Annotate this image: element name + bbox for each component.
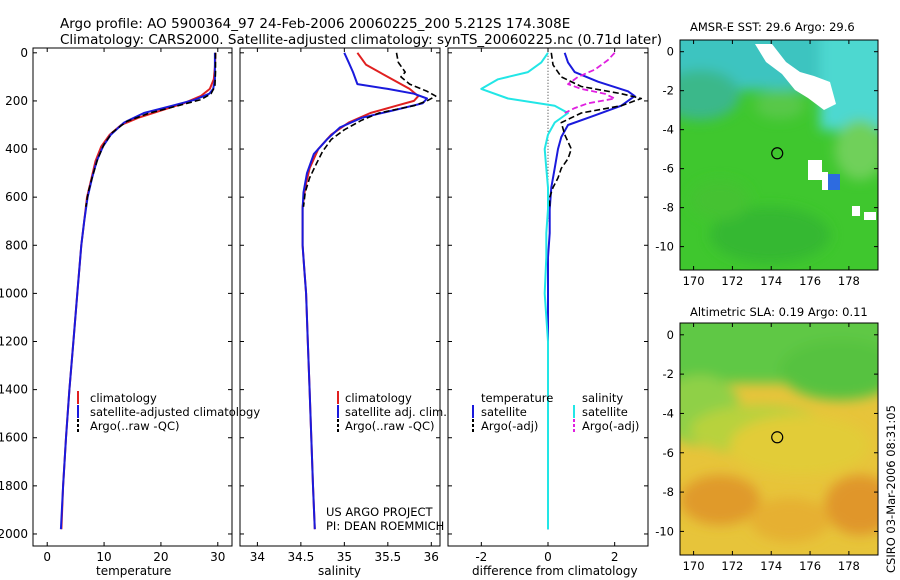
figure-title-line2: Climatology: CARS2000. Satellite-adjuste… — [60, 32, 662, 48]
series-line-satellite-adjusted-climatology — [59, 52, 216, 530]
x-tick-label: 35 — [337, 550, 352, 564]
depth-tick-label: 400 — [5, 142, 28, 156]
difference-series-group — [480, 52, 643, 530]
temperature-axis-label: temperature — [96, 564, 171, 578]
depth-tick-label: 1800 — [0, 479, 28, 493]
map-y-tick-label: -6 — [663, 446, 674, 460]
x-tick-label: 0 — [43, 550, 51, 564]
axes-group: 0 10 20 30 34 34.5 35 35.5 36 -2 0 2 — [33, 48, 648, 564]
salinity-panel-frame — [239, 47, 441, 547]
depth-tick-label: 1200 — [0, 335, 28, 349]
map-y-tick-label: -4 — [663, 123, 674, 137]
sst-map-axes: 170 172 174 176 178 0 -2 -4 -6 -8 -10 — [655, 40, 878, 288]
map-x-tick-label: 170 — [683, 559, 705, 573]
salinity-legend: climatology satellite adj. clim. Argo(..… — [337, 391, 447, 433]
sla-map — [680, 323, 878, 555]
map-y-tick-label: -8 — [663, 485, 674, 499]
x-tick-label: 0 — [544, 550, 552, 564]
legend-label-climatology: climatology — [345, 391, 412, 405]
x-tick-label: 34 — [250, 550, 265, 564]
series-line-argo-raw-qc — [85, 52, 217, 207]
sla-map-title: Altimetric SLA: 0.19 Argo: 0.11 — [690, 305, 868, 319]
difference-axis-label: difference from climatology — [472, 564, 638, 578]
legend-label-argo: Argo(..raw -QC) — [90, 419, 180, 433]
temperature-series-group — [59, 52, 217, 530]
legend-label-sal-argo: Argo(-adj) — [582, 419, 639, 433]
map-y-tick-label: 0 — [667, 45, 674, 59]
map-y-tick-label: 0 — [667, 328, 674, 342]
map-y-tick-label: -6 — [663, 162, 674, 176]
x-tick-label: 2 — [611, 550, 619, 564]
map-x-tick-label: 178 — [838, 274, 860, 288]
x-tick-label: -2 — [475, 550, 487, 564]
salinity-axis-label: salinity — [318, 564, 361, 578]
depth-tick-label: 800 — [5, 238, 28, 252]
legend-label-satellite: satellite-adjusted climatology — [90, 405, 260, 419]
argo-position-marker — [771, 147, 784, 160]
depth-axis-labels: 0 200 400 600 800 1000 1200 1400 1600 1800 2000 — [0, 46, 28, 541]
series-line-temperature-argo-adj — [548, 52, 643, 207]
map-x-tick-label: 172 — [721, 274, 743, 288]
series-line-salinity-satellite — [480, 52, 569, 530]
legend-label-satellite: satellite adj. clim. — [345, 405, 447, 419]
x-tick-label: 34.5 — [288, 550, 315, 564]
sla-map-frame — [679, 322, 879, 556]
sst-map — [680, 40, 878, 270]
series-line-salinity-argo-adj — [564, 52, 616, 114]
series-line-climatology — [60, 52, 217, 530]
difference-legend: temperature satellite Argo(-adj) salinit… — [472, 391, 639, 433]
sst-map-frame — [679, 39, 879, 271]
legend-label-argo: Argo(..raw -QC) — [345, 419, 435, 433]
legend-label-temp-argo: Argo(-adj) — [481, 419, 538, 433]
depth-tick-label: 1400 — [0, 383, 28, 397]
credit-timestamp: CSIRO 03-Mar-2006 08:31:05 — [884, 405, 898, 573]
map-y-tick-label: -2 — [663, 367, 674, 381]
sst-map-title: AMSR-E SST: 29.6 Argo: 29.6 — [690, 20, 855, 34]
map-y-tick-label: -2 — [663, 84, 674, 98]
map-x-tick-label: 170 — [683, 274, 705, 288]
x-tick-label: 30 — [210, 550, 225, 564]
argo-position-marker — [771, 431, 784, 444]
map-y-tick-label: -10 — [655, 240, 674, 254]
map-x-tick-label: 176 — [799, 559, 821, 573]
depth-tick-label: 0 — [20, 46, 28, 60]
sla-map-axes: 170 172 174 176 178 0 -2 -4 -6 -8 -10 — [655, 323, 878, 573]
figure-title-line1: Argo profile: AO 5900364_97 24-Feb-2006 … — [60, 16, 570, 32]
temperature-panel-frame — [32, 47, 233, 547]
depth-tick-label: 2000 — [0, 527, 28, 541]
depth-tick-label: 1600 — [0, 431, 28, 445]
salinity-series-group — [301, 52, 437, 530]
x-tick-label: 10 — [96, 550, 111, 564]
map-x-tick-label: 174 — [760, 274, 782, 288]
map-x-tick-label: 172 — [721, 559, 743, 573]
series-line-satellite-adj-clim — [301, 52, 428, 530]
x-tick-label: 20 — [153, 550, 168, 564]
project-pi: PI: DEAN ROEMMICH — [326, 519, 444, 533]
x-tick-label: 35.5 — [374, 550, 401, 564]
depth-tick-label: 600 — [5, 190, 28, 204]
depth-tick-label: 1000 — [0, 286, 28, 300]
map-x-tick-label: 174 — [760, 559, 782, 573]
map-y-tick-label: -4 — [663, 406, 674, 420]
map-x-tick-label: 178 — [838, 559, 860, 573]
legend-header-temperature: temperature — [481, 391, 553, 405]
series-line-climatology — [301, 52, 420, 530]
temperature-legend: climatology satellite-adjusted climatolo… — [77, 391, 260, 433]
series-line-temperature-satellite — [547, 52, 636, 530]
project-name: US ARGO PROJECT — [326, 505, 434, 519]
map-x-tick-label: 176 — [799, 274, 821, 288]
x-tick-label: 36 — [424, 550, 439, 564]
depth-tick-label: 200 — [5, 94, 28, 108]
legend-label-sal-satellite: satellite — [582, 405, 628, 419]
legend-label-climatology: climatology — [90, 391, 157, 405]
series-line-argo-raw-qc — [302, 52, 437, 207]
map-y-tick-label: -10 — [655, 524, 674, 538]
legend-header-salinity: salinity — [582, 391, 623, 405]
map-y-tick-label: -8 — [663, 201, 674, 215]
legend-label-temp-satellite: satellite — [481, 405, 527, 419]
